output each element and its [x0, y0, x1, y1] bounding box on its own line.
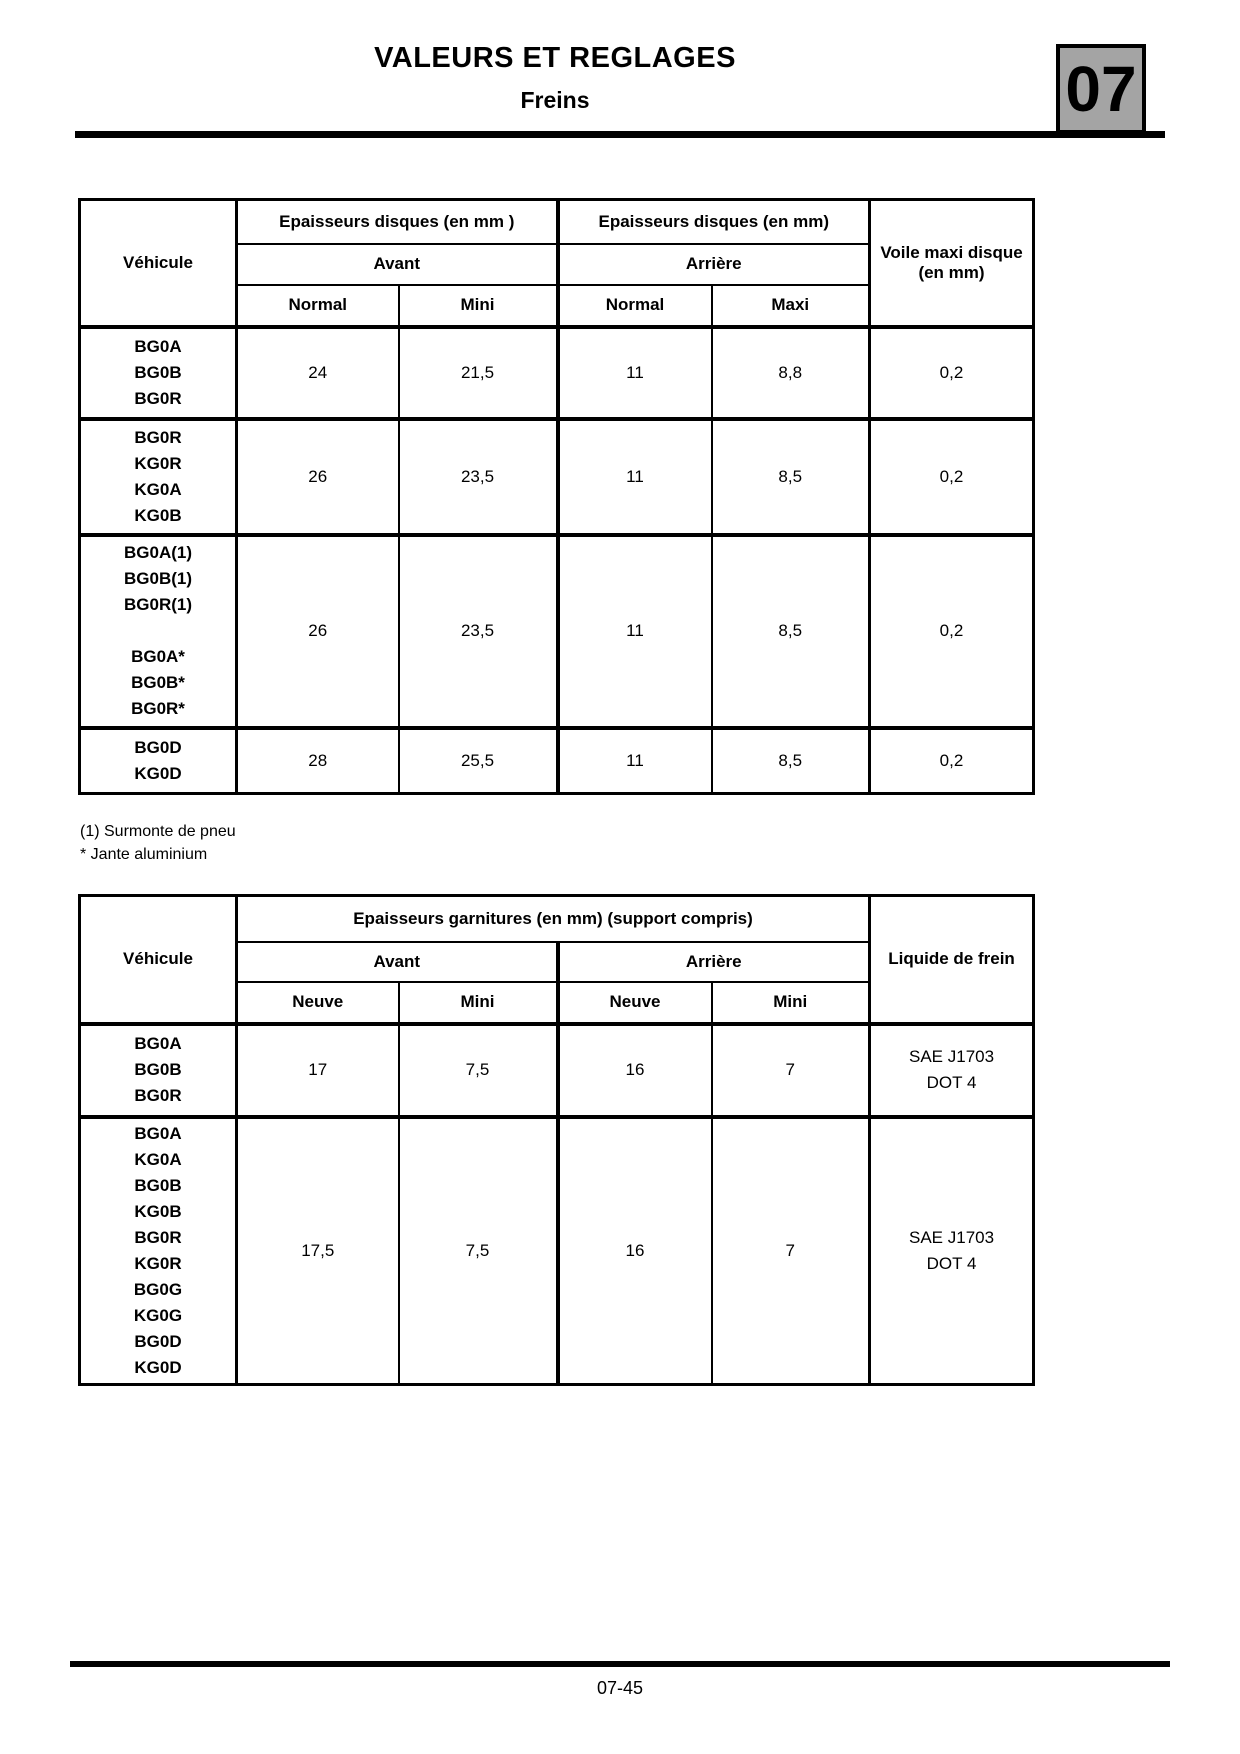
value-cell: 7 [710, 1021, 871, 1118]
value-cell: 26 [235, 532, 400, 729]
value-cell: 23,5 [397, 532, 559, 729]
value-cell: 0,2 [868, 324, 1035, 420]
chapter-number-box: 07 [1056, 44, 1146, 134]
value-cell: 7,5 [397, 1021, 559, 1118]
col-header-normal-rear: Normal [555, 283, 713, 328]
value-cell: 0,2 [868, 532, 1035, 729]
group-header-rear-discs: Epaisseurs disques (en mm) [555, 198, 871, 245]
page-number: 07-45 [596, 1678, 644, 1698]
vehicle-cell: BG0A KG0A BG0B KG0B BG0R KG0R BG0G KG0G … [78, 1114, 238, 1385]
value-cell: 7 [710, 1114, 871, 1385]
value-cell: 11 [555, 532, 713, 729]
brake-fluid-cell: SAE J1703 DOT 4 [868, 1114, 1035, 1385]
value-cell: 0,2 [868, 416, 1035, 536]
subheader-rear: Arrière [555, 940, 871, 983]
value-cell: 16 [555, 1021, 713, 1118]
table-row: BG0R KG0R KG0A KG0B 26 23,5 11 8,5 0,2 [78, 416, 1035, 536]
vehicle-cell: BG0A(1) BG0B(1) BG0R(1) BG0A* BG0B* BG0R… [78, 532, 238, 729]
value-cell: 25,5 [397, 725, 559, 795]
value-cell: 11 [555, 725, 713, 795]
col-header-mini-rear: Mini [710, 980, 871, 1025]
value-cell: 17,5 [235, 1114, 400, 1385]
disc-thickness-table: Véhicule Epaisseurs disques (en mm ) Epa… [78, 198, 1035, 795]
value-cell: 8,5 [710, 416, 871, 536]
value-cell: 11 [555, 416, 713, 536]
value-cell: 11 [555, 324, 713, 420]
value-cell: 8,8 [710, 324, 871, 420]
value-cell: 0,2 [868, 725, 1035, 795]
footnote-2: * Jante aluminium [80, 846, 208, 863]
table-row: BG0A(1) BG0B(1) BG0R(1) BG0A* BG0B* BG0R… [78, 532, 1035, 729]
value-cell: 8,5 [710, 532, 871, 729]
col-header-new-rear: Neuve [555, 980, 713, 1025]
runout-column-header: Voile maxi disque (en mm) [868, 198, 1035, 328]
vehicle-column-header: Véhicule [78, 894, 238, 1025]
footnote-1: (1) Surmonte de pneu [80, 823, 236, 840]
footer-rule [70, 1661, 1170, 1667]
col-header-new-front: Neuve [235, 980, 400, 1025]
value-cell: 28 [235, 725, 400, 795]
footnotes: (1) Surmonte de pneu * Jante aluminium [80, 820, 236, 866]
value-cell: 16 [555, 1114, 713, 1385]
table-row: BG0D KG0D 28 25,5 11 8,5 0,2 [78, 725, 1035, 795]
lining-thickness-table: Véhicule Epaisseurs garnitures (en mm) (… [78, 894, 1036, 1386]
brake-fluid-cell: SAE J1703 DOT 4 [868, 1021, 1035, 1118]
table-row: BG0A KG0A BG0B KG0B BG0R KG0R BG0G KG0G … [78, 1114, 1035, 1385]
value-cell: 23,5 [397, 416, 559, 536]
vehicle-cell: BG0A BG0B BG0R [78, 1021, 238, 1118]
page-header: VALEURS ET REGLAGES Freins [78, 42, 1032, 114]
vehicle-cell: BG0D KG0D [78, 725, 238, 795]
page-subtitle: Freins [520, 87, 590, 113]
col-header-normal-front: Normal [235, 283, 400, 328]
chapter-number: 07 [1065, 53, 1137, 125]
value-cell: 26 [235, 416, 400, 536]
page-title: VALEURS ET REGLAGES [374, 42, 736, 74]
value-cell: 17 [235, 1021, 400, 1118]
group-header-linings: Epaisseurs garnitures (en mm) (support c… [234, 894, 871, 943]
vehicle-cell: BG0R KG0R KG0A KG0B [78, 416, 238, 536]
table-row: BG0A BG0B BG0R 17 7,5 16 7 SAE J1703 DOT… [78, 1021, 1035, 1118]
subheader-front: Avant [235, 242, 559, 286]
subheader-rear: Arrière [555, 242, 871, 286]
vehicle-cell: BG0A BG0B BG0R [78, 324, 238, 420]
group-header-front-discs: Epaisseurs disques (en mm ) [235, 198, 559, 245]
col-header-maxi-rear: Maxi [710, 283, 871, 328]
value-cell: 21,5 [397, 324, 559, 420]
value-cell: 24 [235, 324, 400, 420]
col-header-mini-front: Mini [397, 283, 559, 328]
table-row: BG0A BG0B BG0R 24 21,5 11 8,8 0,2 [78, 324, 1035, 420]
subheader-front: Avant [235, 940, 559, 983]
value-cell: 8,5 [710, 725, 871, 795]
value-cell: 7,5 [397, 1114, 559, 1385]
header-rule [75, 131, 1165, 138]
vehicle-column-header: Véhicule [78, 198, 238, 328]
col-header-mini-front: Mini [397, 980, 559, 1025]
brake-fluid-column-header: Liquide de frein [868, 894, 1035, 1025]
